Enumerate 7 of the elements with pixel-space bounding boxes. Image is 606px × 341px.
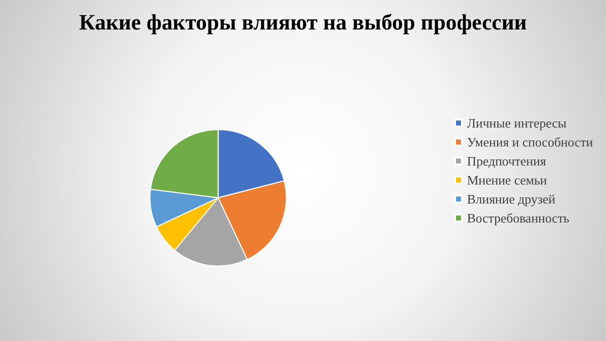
chart-title: Какие факторы влияют на выбор профессии bbox=[79, 10, 528, 34]
legend-label: Мнение семьи bbox=[466, 172, 548, 188]
legend-label: Умения и способности bbox=[466, 134, 594, 150]
legend-label: Личные интересы bbox=[466, 116, 567, 130]
legend-label: Предпочтения bbox=[466, 154, 546, 168]
legend-label: Востребованность bbox=[466, 210, 570, 226]
legend-label: Влияние друзей bbox=[466, 192, 556, 206]
